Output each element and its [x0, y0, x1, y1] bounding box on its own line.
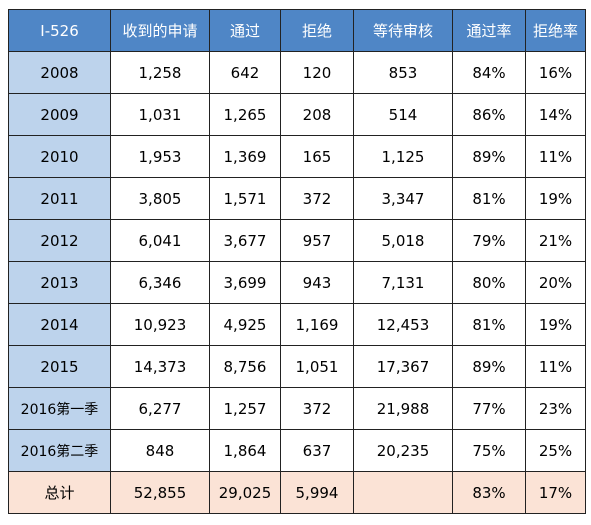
cell-denial-rate: 16% [525, 51, 586, 94]
table-row: 2008 1,258 642 120 853 84% 16% [8, 51, 586, 94]
row-year: 2016第一季 [8, 387, 111, 430]
cell-approved: 642 [209, 51, 281, 94]
cell-approval-rate: 84% [452, 51, 526, 94]
cell-denial-rate: 14% [525, 93, 586, 136]
cell-denied: 957 [280, 219, 354, 262]
cell-approval-rate: 79% [452, 219, 526, 262]
table-row: 2015 14,373 8,756 1,051 17,367 89% 11% [8, 345, 586, 388]
header-denial-rate: 拒绝率 [525, 9, 586, 52]
row-year: 2013 [8, 261, 111, 304]
cell-received: 1,258 [110, 51, 210, 94]
cell-denial-rate: 25% [525, 429, 586, 472]
cell-received: 1,953 [110, 135, 210, 178]
cell-approved: 1,571 [209, 177, 281, 220]
row-year: 2011 [8, 177, 111, 220]
table-row: 2010 1,953 1,369 165 1,125 89% 11% [8, 135, 586, 178]
total-approval-rate: 83% [452, 471, 526, 514]
table-row: 2016第一季 6,277 1,257 372 21,988 77% 23% [8, 387, 586, 430]
cell-denied: 208 [280, 93, 354, 136]
table-row: 2012 6,041 3,677 957 5,018 79% 21% [8, 219, 586, 262]
cell-denied: 1,051 [280, 345, 354, 388]
cell-approved: 8,756 [209, 345, 281, 388]
cell-approved: 1,257 [209, 387, 281, 430]
row-year: 2015 [8, 345, 111, 388]
header-approval-rate: 通过率 [452, 9, 526, 52]
row-year: 2016第二季 [8, 429, 111, 472]
total-received: 52,855 [110, 471, 210, 514]
cell-received: 848 [110, 429, 210, 472]
header-received: 收到的申请 [110, 9, 210, 52]
cell-pending: 1,125 [353, 135, 453, 178]
cell-denial-rate: 20% [525, 261, 586, 304]
cell-denied: 943 [280, 261, 354, 304]
table-row: 2016第二季 848 1,864 637 20,235 75% 25% [8, 429, 586, 472]
total-pending [353, 471, 453, 514]
cell-pending: 17,367 [353, 345, 453, 388]
total-label: 总计 [8, 471, 111, 514]
row-year: 2008 [8, 51, 111, 94]
header-form-type: I-526 [8, 9, 111, 52]
cell-pending: 514 [353, 93, 453, 136]
table-header: I-526 收到的申请 通过 拒绝 等待审核 通过率 拒绝率 [8, 9, 586, 52]
cell-approved: 1,369 [209, 135, 281, 178]
cell-approval-rate: 77% [452, 387, 526, 430]
cell-pending: 7,131 [353, 261, 453, 304]
cell-approval-rate: 86% [452, 93, 526, 136]
cell-received: 1,031 [110, 93, 210, 136]
cell-approval-rate: 81% [452, 177, 526, 220]
cell-denial-rate: 21% [525, 219, 586, 262]
cell-denied: 165 [280, 135, 354, 178]
cell-received: 14,373 [110, 345, 210, 388]
cell-denial-rate: 19% [525, 177, 586, 220]
header-pending: 等待审核 [353, 9, 453, 52]
cell-denial-rate: 11% [525, 345, 586, 388]
cell-denied: 372 [280, 177, 354, 220]
header-denied: 拒绝 [280, 9, 354, 52]
cell-pending: 21,988 [353, 387, 453, 430]
header-row: I-526 收到的申请 通过 拒绝 等待审核 通过率 拒绝率 [8, 9, 586, 52]
cell-pending: 3,347 [353, 177, 453, 220]
cell-pending: 20,235 [353, 429, 453, 472]
cell-denied: 1,169 [280, 303, 354, 346]
row-year: 2012 [8, 219, 111, 262]
cell-pending: 5,018 [353, 219, 453, 262]
cell-approval-rate: 81% [452, 303, 526, 346]
row-year: 2009 [8, 93, 111, 136]
total-approved: 29,025 [209, 471, 281, 514]
cell-received: 10,923 [110, 303, 210, 346]
cell-denied: 637 [280, 429, 354, 472]
cell-approved: 4,925 [209, 303, 281, 346]
cell-denied: 120 [280, 51, 354, 94]
cell-approval-rate: 80% [452, 261, 526, 304]
i526-statistics-table: I-526 收到的申请 通过 拒绝 等待审核 通过率 拒绝率 2008 1,25… [8, 9, 586, 514]
table-row: 2014 10,923 4,925 1,169 12,453 81% 19% [8, 303, 586, 346]
total-row: 总计 52,855 29,025 5,994 83% 17% [8, 471, 586, 514]
table-row: 2011 3,805 1,571 372 3,347 81% 19% [8, 177, 586, 220]
cell-approved: 1,864 [209, 429, 281, 472]
cell-received: 3,805 [110, 177, 210, 220]
header-approved: 通过 [209, 9, 281, 52]
cell-approval-rate: 75% [452, 429, 526, 472]
cell-received: 6,346 [110, 261, 210, 304]
cell-denial-rate: 23% [525, 387, 586, 430]
total-denial-rate: 17% [525, 471, 586, 514]
cell-pending: 12,453 [353, 303, 453, 346]
cell-denial-rate: 19% [525, 303, 586, 346]
total-denied: 5,994 [280, 471, 354, 514]
cell-approval-rate: 89% [452, 135, 526, 178]
row-year: 2014 [8, 303, 111, 346]
cell-pending: 853 [353, 51, 453, 94]
table-body: 2008 1,258 642 120 853 84% 16% 2009 1,03… [8, 51, 586, 514]
cell-approved: 3,677 [209, 219, 281, 262]
cell-received: 6,041 [110, 219, 210, 262]
table-row: 2009 1,031 1,265 208 514 86% 14% [8, 93, 586, 136]
row-year: 2010 [8, 135, 111, 178]
cell-received: 6,277 [110, 387, 210, 430]
cell-approval-rate: 89% [452, 345, 526, 388]
cell-denial-rate: 11% [525, 135, 586, 178]
cell-approved: 3,699 [209, 261, 281, 304]
cell-denied: 372 [280, 387, 354, 430]
table-row: 2013 6,346 3,699 943 7,131 80% 20% [8, 261, 586, 304]
cell-approved: 1,265 [209, 93, 281, 136]
